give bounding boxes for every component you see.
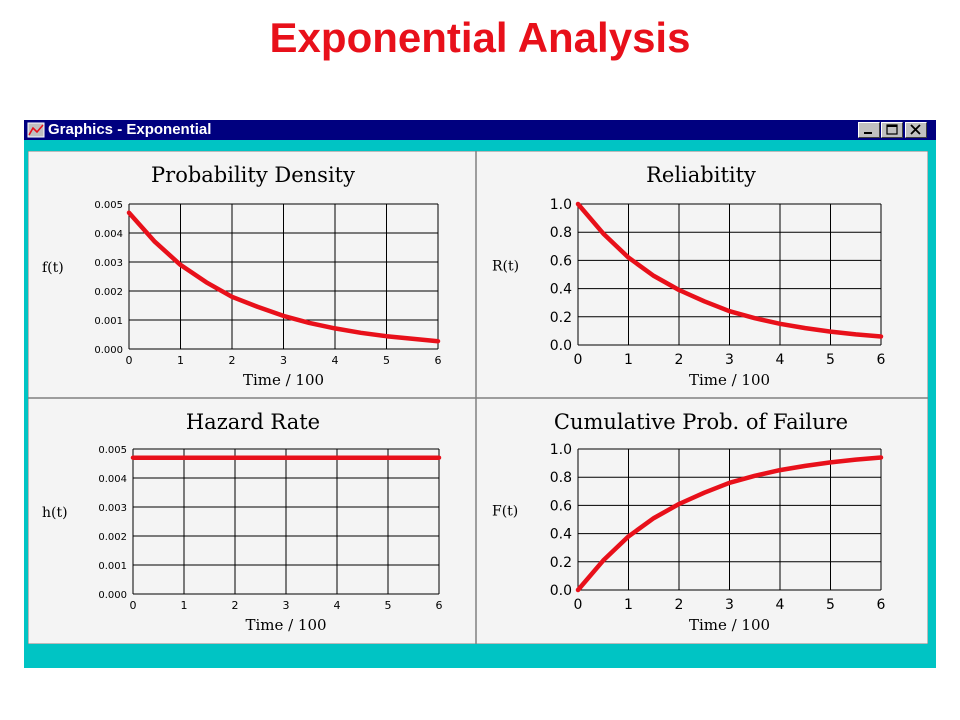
probability-density-x-tick-label: 4 xyxy=(332,354,339,367)
reliability-y-tick-label: 0.0 xyxy=(550,338,572,354)
maximize-button[interactable] xyxy=(881,122,903,138)
probability-density-x-tick-label: 2 xyxy=(229,354,236,367)
reliability-x-tick-label: 2 xyxy=(675,352,684,368)
cumulative-failure-x-tick-label: 4 xyxy=(776,597,785,613)
probability-density-y-tick-label: 0.002 xyxy=(94,287,123,298)
hazard-rate-y-tick-label: 0.002 xyxy=(98,532,127,543)
slide-title: Exponential Analysis xyxy=(269,14,691,61)
probability-density-x-axis-label: Time / 100 xyxy=(243,371,324,389)
probability-density-y-tick-label: 0.001 xyxy=(94,316,123,327)
cumulative-failure-x-tick-label: 3 xyxy=(725,597,734,613)
reliability-x-tick-label: 1 xyxy=(624,352,633,368)
hazard-rate-title: Hazard Rate xyxy=(186,410,320,434)
cumulative-failure-x-tick-label: 6 xyxy=(877,597,886,613)
probability-density-y-tick-label: 0.005 xyxy=(94,200,123,211)
reliability-x-tick-label: 0 xyxy=(574,352,583,368)
probability-density-title: Probability Density xyxy=(151,163,355,187)
close-icon xyxy=(910,124,921,135)
probability-density-y-tick-label: 0.000 xyxy=(94,345,123,356)
reliability-x-axis-label: Time / 100 xyxy=(689,371,770,389)
reliability-x-tick-label: 4 xyxy=(776,352,785,368)
cumulative-failure-y-tick-label: 0.6 xyxy=(550,498,572,514)
cumulative-failure-y-tick-label: 0.8 xyxy=(550,470,572,486)
reliability-x-tick-label: 5 xyxy=(826,352,835,368)
hazard-rate-x-tick-label: 1 xyxy=(181,599,188,612)
probability-density-x-tick-label: 6 xyxy=(435,354,442,367)
hazard-rate-y-tick-label: 0.004 xyxy=(98,474,127,485)
hazard-rate-y-tick-label: 0.000 xyxy=(98,590,127,601)
reliability-y-tick-label: 0.4 xyxy=(550,282,572,298)
cumulative-failure-y-tick-label: 0.0 xyxy=(550,583,572,599)
hazard-rate-y-tick-label: 0.003 xyxy=(98,503,127,514)
hazard-rate-chart: Hazard Rate 0 1 2 3 4 5 6 0.000 0.001 0.002 0.003 0.… xyxy=(42,410,443,634)
hazard-rate-y-tick-label: 0.005 xyxy=(98,445,127,456)
cumulative-failure-chart: Cumulative Prob. of Failure 0 1 2 3 4 5 6 0.0 0.2… xyxy=(492,410,886,634)
hazard-rate-y-axis-label: h(t) xyxy=(42,505,68,521)
hazard-rate-x-tick-label: 0 xyxy=(130,599,137,612)
probability-density-chart: Probability Density 0 1 2 3 4 5 6 0.000 0.001 0.00… xyxy=(42,163,442,389)
window-title: Graphics - Exponential xyxy=(48,121,212,138)
cumulative-failure-title: Cumulative Prob. of Failure xyxy=(554,410,848,434)
reliability-y-axis-label: R(t) xyxy=(492,258,519,274)
hazard-rate-x-tick-label: 3 xyxy=(283,599,290,612)
chart-window-icon[interactable] xyxy=(27,122,45,138)
close-button[interactable] xyxy=(905,122,927,138)
probability-density-x-tick-label: 0 xyxy=(126,354,133,367)
probability-density-y-tick-label: 0.004 xyxy=(94,229,123,240)
probability-density-x-tick-label: 3 xyxy=(280,354,287,367)
minimize-button[interactable] xyxy=(858,122,880,138)
hazard-rate-y-tick-label: 0.001 xyxy=(98,561,127,572)
probability-density-y-tick-label: 0.003 xyxy=(94,258,123,269)
cumulative-failure-y-tick-label: 0.2 xyxy=(550,555,572,571)
cumulative-failure-x-tick-label: 5 xyxy=(826,597,835,613)
probability-density-x-tick-label: 1 xyxy=(177,354,184,367)
reliability-y-tick-label: 0.8 xyxy=(550,225,572,241)
reliability-title: Reliabitity xyxy=(646,163,756,187)
cumulative-failure-x-tick-label: 2 xyxy=(675,597,684,613)
hazard-rate-x-tick-label: 5 xyxy=(385,599,392,612)
reliability-x-tick-label: 6 xyxy=(877,352,886,368)
reliability-y-tick-label: 1.0 xyxy=(550,197,572,213)
reliability-series-line xyxy=(575,201,884,339)
cumulative-failure-series-line xyxy=(575,455,884,593)
hazard-rate-x-tick-label: 6 xyxy=(436,599,443,612)
reliability-chart: Reliabitity 0 1 2 3 4 5 6 0.0 0.2 0.4 0.6 0.8 1.0 Time… xyxy=(492,163,886,389)
minimize-icon xyxy=(864,132,872,134)
hazard-rate-x-axis-label: Time / 100 xyxy=(245,616,326,634)
probability-density-series-line xyxy=(126,210,441,344)
cumulative-failure-y-tick-label: 1.0 xyxy=(550,442,572,458)
hazard-rate-x-tick-label: 2 xyxy=(232,599,239,612)
reliability-y-tick-label: 0.2 xyxy=(550,310,572,326)
cumulative-failure-y-axis-label: F(t) xyxy=(492,503,518,519)
cumulative-failure-x-axis-label: Time / 100 xyxy=(689,616,770,634)
cumulative-failure-x-tick-label: 0 xyxy=(574,597,583,613)
probability-density-x-tick-label: 5 xyxy=(383,354,390,367)
graphics-window: Graphics - Exponential Probability Densi… xyxy=(24,120,936,668)
reliability-x-tick-label: 3 xyxy=(725,352,734,368)
reliability-y-tick-label: 0.6 xyxy=(550,253,572,269)
window-titlebar[interactable]: Graphics - Exponential xyxy=(24,120,936,140)
cumulative-failure-x-tick-label: 1 xyxy=(624,597,633,613)
maximize-icon xyxy=(886,124,898,135)
cumulative-failure-y-tick-label: 0.4 xyxy=(550,527,572,543)
hazard-rate-x-tick-label: 4 xyxy=(334,599,341,612)
probability-density-y-axis-label: f(t) xyxy=(42,260,64,276)
